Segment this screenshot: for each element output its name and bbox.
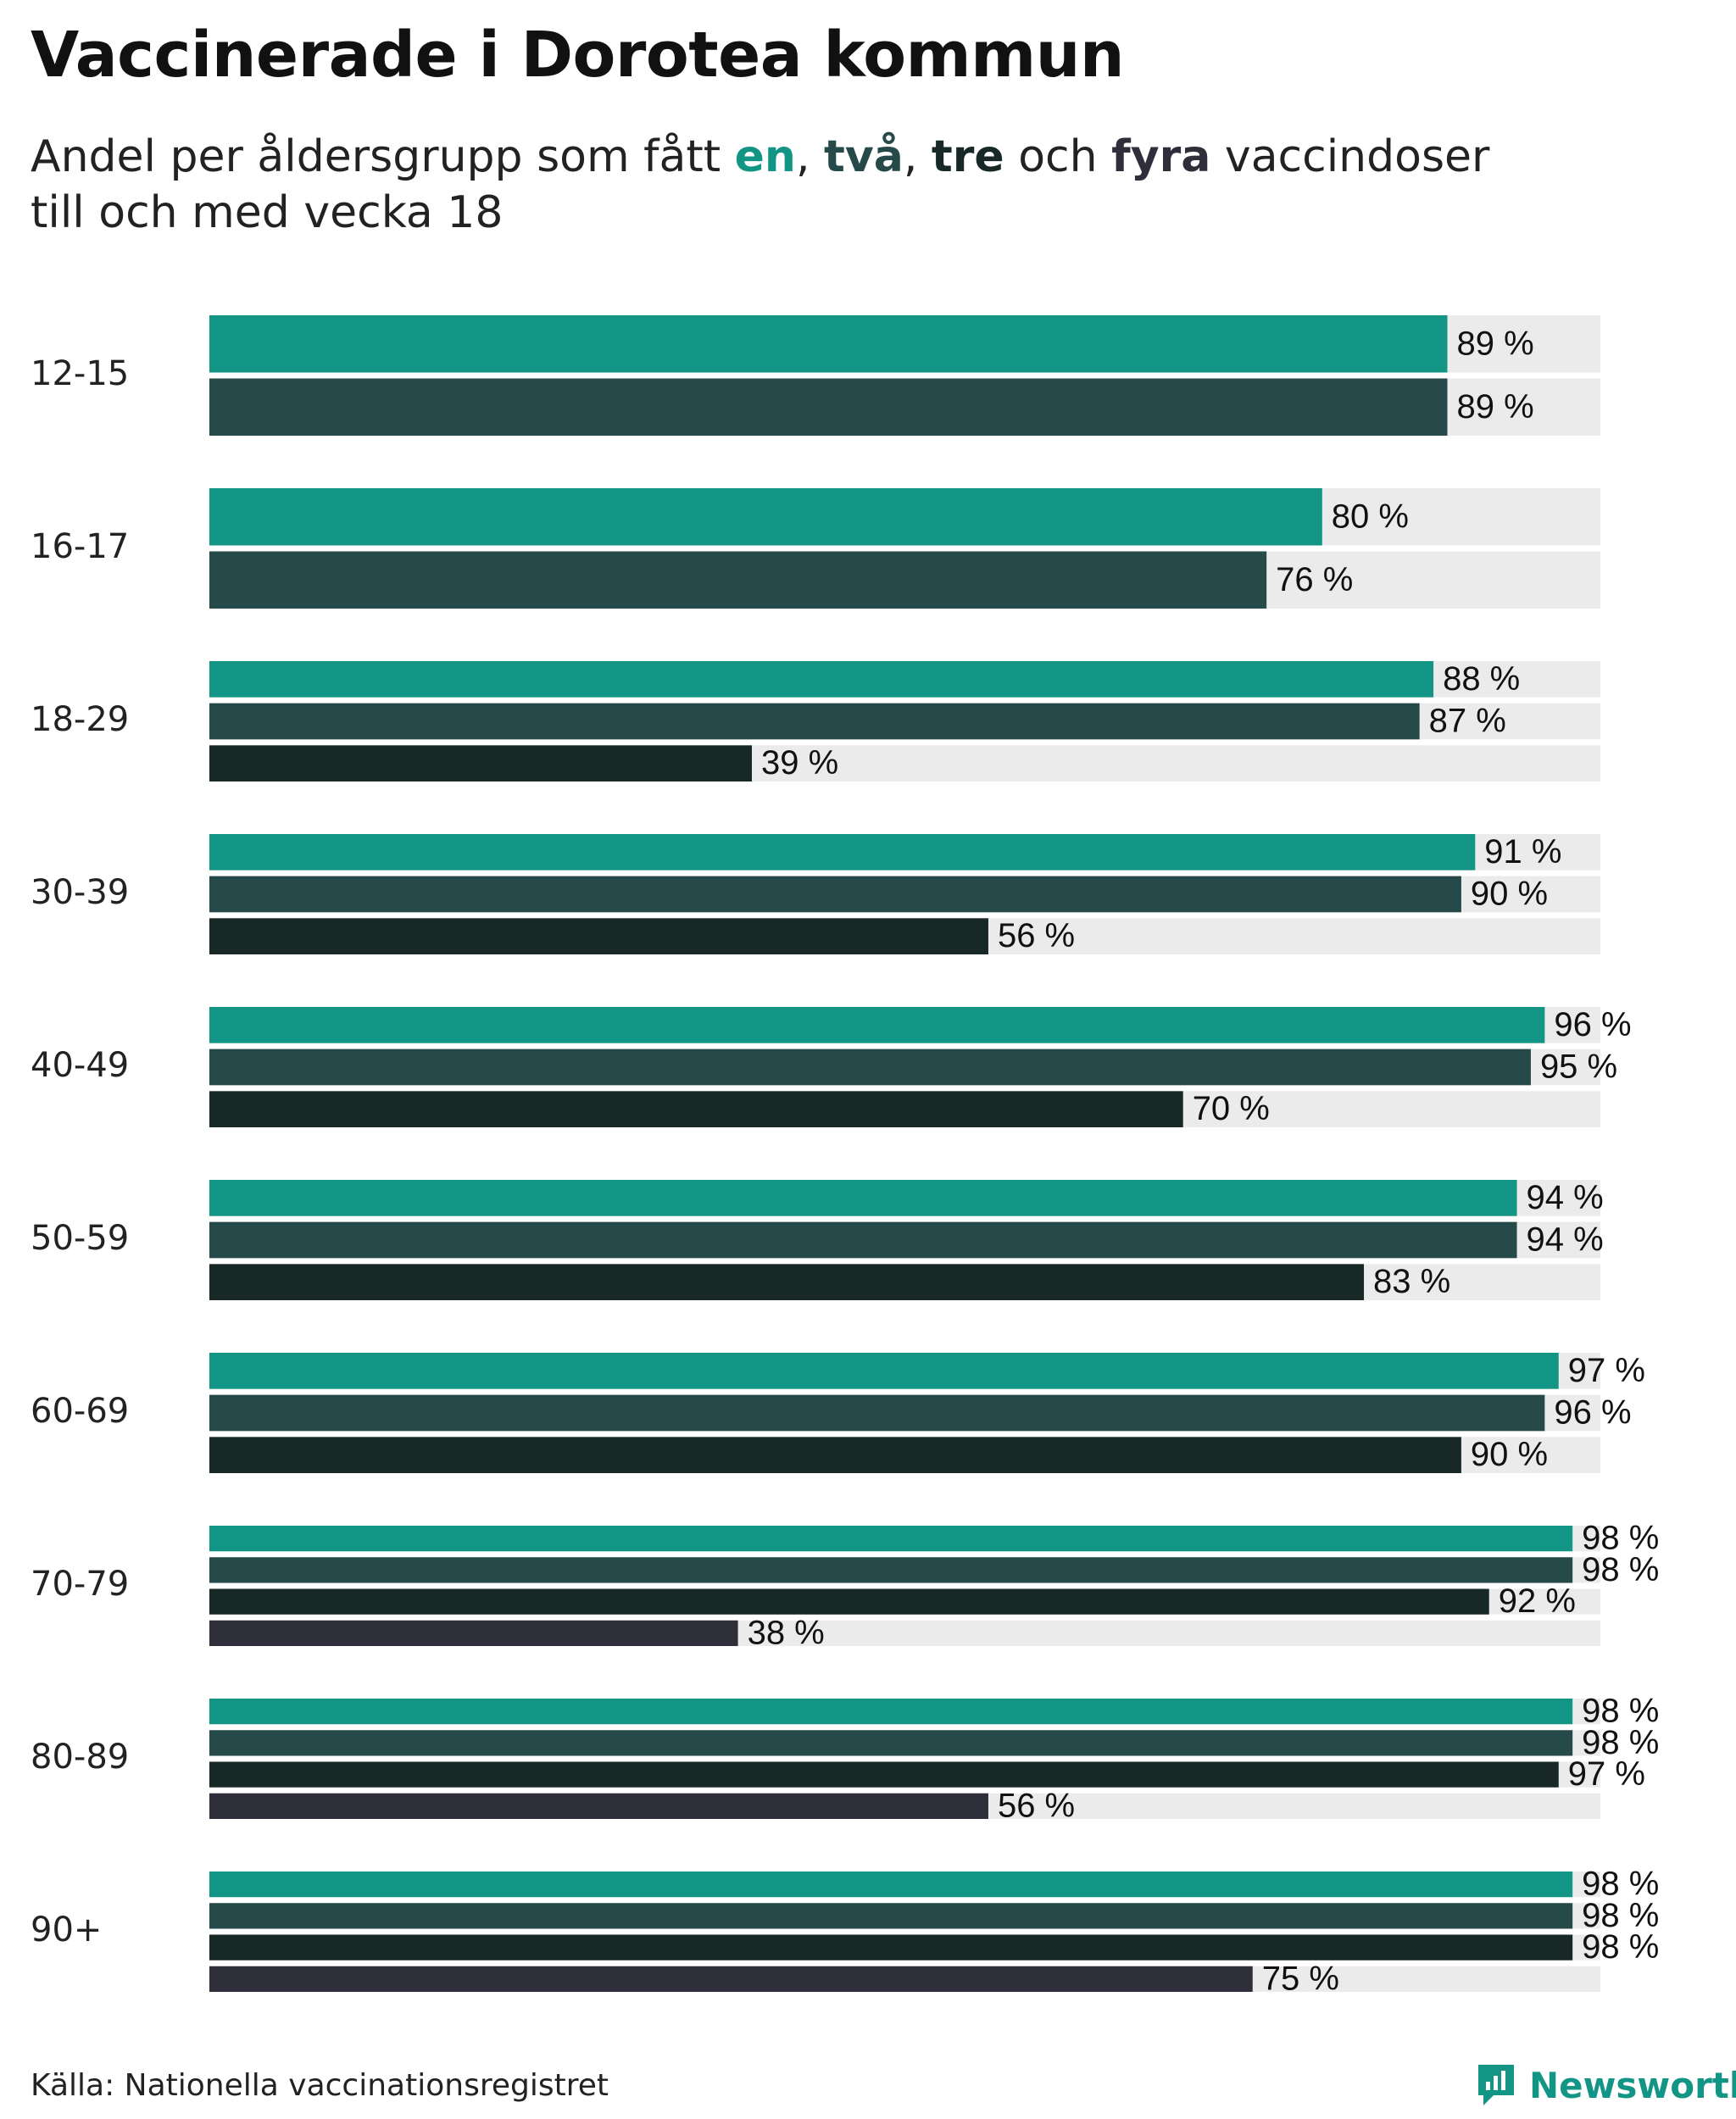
data-label: 90 % [1471, 1436, 1548, 1473]
bar-tva-70-79 [209, 1557, 1573, 1583]
data-label: 98 % [1582, 1928, 1659, 1966]
y-tick-label: 16-17 [31, 527, 129, 566]
y-tick-label: 40-49 [31, 1046, 129, 1085]
data-label: 98 % [1582, 1551, 1659, 1588]
data-label: 97 % [1568, 1352, 1645, 1389]
bar-tre-70-79 [209, 1588, 1489, 1615]
data-label: 89 % [1456, 325, 1533, 362]
bar-en-40-49 [209, 1007, 1545, 1043]
y-tick-label: 80-89 [31, 1738, 129, 1777]
bar-fyra-80-89 [209, 1793, 988, 1819]
data-label: 92 % [1499, 1582, 1576, 1620]
bar-tva-40-49 [209, 1048, 1531, 1086]
source-note: Källa: Nationella vaccinationsregistret [31, 2068, 609, 2103]
bar-tre-90+ [209, 1934, 1573, 1960]
bar-chart-logo-icon [1478, 2065, 1514, 2105]
subtitle-conj: och [1004, 131, 1112, 182]
bar-tva-60-69 [209, 1394, 1545, 1432]
data-label: 38 % [748, 1614, 825, 1651]
bar-fyra-90+ [209, 1966, 1253, 1992]
subtitle-term-fyra: fyra [1111, 131, 1211, 182]
bar-en-80-89 [209, 1699, 1573, 1725]
bar-tre-50-59 [209, 1264, 1365, 1300]
bar-tre-40-49 [209, 1091, 1183, 1127]
data-label: 98 % [1582, 1520, 1659, 1557]
data-label: 96 % [1554, 1006, 1631, 1043]
data-label: 95 % [1540, 1048, 1617, 1086]
bar-en-30-39 [209, 834, 1476, 870]
bar-tre-30-39 [209, 918, 988, 954]
bar-en-12-15 [209, 315, 1448, 373]
y-tick-label: 18-29 [31, 700, 129, 739]
chart-title: Vaccinerade i Dorotea kommun [31, 19, 1125, 92]
y-tick-label: 70-79 [31, 1565, 129, 1604]
y-tick-label: 50-59 [31, 1219, 129, 1258]
subtitle-term-tva: två [824, 131, 904, 182]
bar-tre-18-29 [209, 745, 752, 781]
bar-en-50-59 [209, 1180, 1517, 1216]
data-label: 98 % [1582, 1693, 1659, 1730]
y-tick-label: 12-15 [31, 354, 129, 393]
bar-tva-16-17 [209, 551, 1267, 609]
subtitle-line-2: till och med vecka 18 [31, 187, 504, 238]
subtitle-sep-1: , [795, 131, 825, 182]
data-label: 56 % [998, 917, 1075, 954]
subtitle-suffix: vaccindoser [1210, 131, 1490, 182]
bar-en-18-29 [209, 661, 1434, 698]
bar-en-16-17 [209, 488, 1322, 546]
y-tick-label: 90+ [31, 1910, 102, 1949]
data-label: 98 % [1582, 1866, 1659, 1903]
y-tick-label: 30-39 [31, 873, 129, 912]
data-label: 98 % [1582, 1897, 1659, 1934]
data-label: 56 % [998, 1787, 1075, 1824]
subtitle-prefix: Andel per åldersgrupp som fått [31, 131, 735, 182]
data-label: 88 % [1443, 660, 1520, 698]
bar-en-90+ [209, 1872, 1573, 1898]
subtitle-term-en: en [734, 131, 796, 182]
data-label: 90 % [1471, 876, 1548, 913]
data-label: 75 % [1262, 1960, 1339, 1997]
data-label: 96 % [1554, 1394, 1631, 1432]
bar-en-60-69 [209, 1353, 1559, 1389]
bar-tva-12-15 [209, 378, 1448, 436]
y-tick-label: 60-69 [31, 1392, 129, 1431]
data-label: 76 % [1276, 561, 1353, 598]
chart-subtitle: Andel per åldersgrupp som fått en, två, … [31, 129, 1641, 241]
bar-tva-18-29 [209, 703, 1420, 740]
bar-chart: 12-15 89 % 89 % 16-17 80 % 76 % 18-29 88 % 87 % 3… [31, 315, 1659, 1997]
data-label: 80 % [1332, 498, 1409, 535]
bar-tre-80-89 [209, 1761, 1559, 1788]
data-label: 91 % [1484, 833, 1561, 870]
subtitle-sep-2: , [903, 131, 932, 182]
data-label: 94 % [1527, 1179, 1604, 1216]
subtitle-term-tre: tre [931, 131, 1004, 182]
bar-tva-50-59 [209, 1221, 1517, 1259]
data-label: 87 % [1429, 703, 1506, 740]
bar-tva-30-39 [209, 876, 1461, 913]
bar-fyra-70-79 [209, 1620, 738, 1646]
data-label: 97 % [1568, 1755, 1645, 1793]
data-label: 98 % [1582, 1724, 1659, 1761]
bar-en-70-79 [209, 1526, 1573, 1552]
brand-name: Newsworthy [1529, 2064, 1736, 2106]
data-label: 89 % [1456, 388, 1533, 425]
data-label: 70 % [1193, 1090, 1270, 1127]
brand-logo: Newsworthy [1475, 2060, 1736, 2111]
data-label: 39 % [761, 744, 838, 781]
data-label: 94 % [1527, 1221, 1604, 1259]
bar-tre-60-69 [209, 1437, 1461, 1473]
data-label: 83 % [1373, 1263, 1450, 1300]
bar-tva-90+ [209, 1903, 1573, 1929]
bar-tva-80-89 [209, 1730, 1573, 1756]
